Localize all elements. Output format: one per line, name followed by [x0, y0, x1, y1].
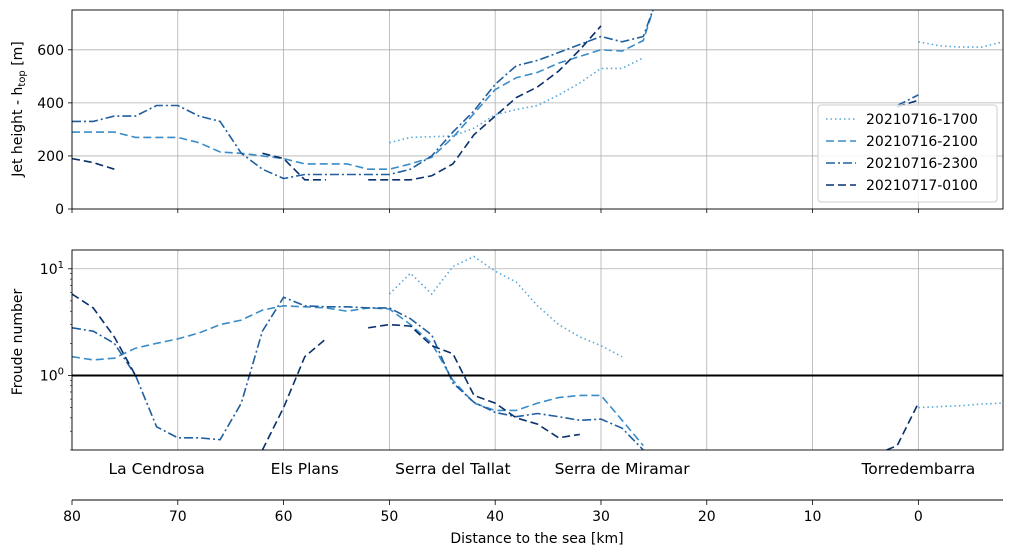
distance-xtick-label: 80 [63, 509, 81, 525]
series-line-20210716-1700 [388, 255, 623, 358]
series-line-20210717-0100 [886, 402, 920, 450]
bottom-ytick-label: 101 [40, 260, 64, 278]
distance-xtick-label: 30 [592, 509, 610, 525]
legend-label-20210717-0100: 20210717-0100 [866, 178, 978, 194]
series-line-20210716-1700 [918, 41, 1003, 48]
distance-xtick-label: 10 [804, 509, 822, 525]
bottom-ytick-label: 100 [40, 366, 64, 384]
top-ytick-label: 600 [37, 43, 64, 59]
series-line-20210717-0100 [261, 338, 327, 450]
series-line-20210717-0100 [368, 323, 580, 439]
location-label: Serra de Miramar [555, 460, 691, 478]
legend-label-20210716-2100: 20210716-2100 [866, 134, 978, 150]
legend-label-20210716-1700: 20210716-1700 [866, 112, 978, 128]
top-ytick-label: 400 [37, 96, 64, 112]
distance-axis: 80 70 60 50 40 30 20 10 0 [63, 499, 1003, 525]
distance-xtick-label: 0 [914, 509, 923, 525]
top-ytick-label: 0 [55, 202, 64, 218]
jet-height-ylabel: Jet height - htop [m] [10, 41, 28, 178]
series-line-20210716-2300 [72, 10, 654, 180]
distance-xtick-label: 60 [275, 509, 293, 525]
distance-xtick-label: 20 [698, 509, 716, 525]
location-label: Els Plans [271, 460, 339, 478]
distance-xtick-label: 70 [169, 509, 187, 525]
froude-ylabel: Froude number [10, 289, 26, 396]
series-line-20210717-0100 [72, 157, 115, 170]
bottom-axes-frame [71, 249, 1004, 451]
legend-label-20210716-2300: 20210716-2300 [866, 156, 978, 172]
distance-xtick-label: 40 [486, 509, 504, 525]
location-label: La Cendrosa [109, 460, 205, 478]
series-line-20210716-2100 [72, 10, 654, 170]
series-line-20210716-1700 [389, 57, 644, 144]
jet-height-panel: 0 200 400 600 20210716-1700 20210716-2100 2021… [37, 9, 1004, 218]
location-label: Torredembarra [860, 460, 975, 478]
series-line-20210717-0100 [72, 293, 137, 376]
top-ytick-label: 200 [37, 149, 64, 165]
series-line-20210717-0100 [368, 25, 602, 181]
top-axes-frame [71, 9, 1004, 210]
froude-number-panel: 101 100 La Cendrosa Els Plans Serra del Tall… [40, 249, 1004, 478]
series-line-20210716-2100 [72, 304, 644, 447]
series-line-20210717-0100 [262, 152, 326, 181]
distance-xlabel: Distance to the sea [km] [450, 531, 623, 547]
legend-box [817, 104, 998, 203]
distance-xtick-label: 50 [380, 509, 398, 525]
series-line-20210716-2300 [72, 296, 644, 450]
series-line-20210716-2300 [896, 94, 919, 107]
series-line-20210716-1700 [918, 402, 1003, 409]
location-label: Serra del Tallat [395, 460, 510, 478]
